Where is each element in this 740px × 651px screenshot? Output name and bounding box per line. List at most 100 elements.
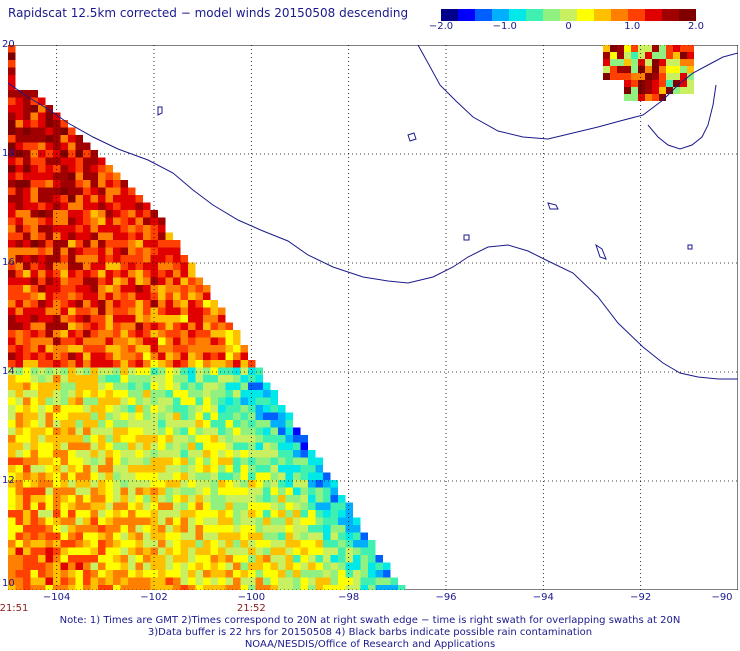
coastline-yucatan <box>647 84 717 150</box>
swath-cell <box>398 585 406 590</box>
swath-cell <box>150 405 158 413</box>
swath-cell <box>23 315 31 323</box>
swath-cell <box>105 390 113 398</box>
swath-cell <box>278 525 286 533</box>
swath-cell <box>105 420 113 428</box>
swath-cell <box>68 292 76 300</box>
swath-cell <box>30 255 38 263</box>
swath-cell <box>323 540 331 548</box>
swath-cell <box>210 450 218 458</box>
swath-cell <box>45 382 53 390</box>
swath-cell <box>135 442 143 450</box>
swath-cell <box>195 390 203 398</box>
swath-cell <box>631 59 638 66</box>
swath-cell <box>30 90 38 98</box>
swath-cell <box>638 52 645 59</box>
swath-cell <box>113 420 121 428</box>
swath-cell <box>75 412 83 420</box>
swath-cell <box>53 315 61 323</box>
swath-cell <box>68 195 76 203</box>
swath-cell <box>105 232 113 240</box>
swath-cell <box>8 75 16 83</box>
swath-cell <box>255 532 263 540</box>
swath-cell <box>195 330 203 338</box>
swath-cell <box>15 547 23 555</box>
swath-cell <box>225 382 233 390</box>
swath-cell <box>308 517 316 525</box>
swath-cell <box>315 495 323 503</box>
swath-cell <box>23 525 31 533</box>
swath-cell <box>255 457 263 465</box>
swath-cell <box>120 360 128 368</box>
swath-cell <box>233 442 241 450</box>
swath-cell <box>188 442 196 450</box>
swath-cell <box>173 255 181 263</box>
swath-cell <box>120 480 128 488</box>
swath-cell <box>120 210 128 218</box>
swath-cell <box>120 585 128 590</box>
swath-cell <box>270 540 278 548</box>
swath-cell <box>60 262 68 270</box>
swath-cell <box>158 225 166 233</box>
swath-cell <box>218 517 226 525</box>
swath-cell <box>53 480 61 488</box>
swath-cell <box>68 225 76 233</box>
swath-cell <box>203 472 211 480</box>
swath-cell <box>218 510 226 518</box>
swath-cell <box>68 502 76 510</box>
swath-cell <box>390 585 398 590</box>
swath-cell <box>143 262 151 270</box>
swath-cell <box>300 570 308 578</box>
swath-cell <box>210 570 218 578</box>
swath-cell <box>210 330 218 338</box>
swath-cell <box>15 322 23 330</box>
swath-cell <box>218 345 226 353</box>
swath-cell <box>113 322 121 330</box>
swath-cell <box>368 562 376 570</box>
swath-cell <box>345 510 353 518</box>
swath-cell <box>143 457 151 465</box>
longitude-label: −90 <box>711 592 733 603</box>
swath-cell <box>240 562 248 570</box>
swath-cell <box>165 442 173 450</box>
swath-cell <box>240 480 248 488</box>
swath-cell <box>23 105 31 113</box>
swath-cell <box>98 180 106 188</box>
swath-cell <box>240 465 248 473</box>
swath-cell <box>83 330 91 338</box>
swath-cell <box>270 457 278 465</box>
swath-cell <box>83 225 91 233</box>
swath-cell <box>15 412 23 420</box>
swath-cell <box>165 232 173 240</box>
swath-cell <box>45 457 53 465</box>
swath-cell <box>105 240 113 248</box>
swath-cell <box>218 397 226 405</box>
swath-cell <box>68 427 76 435</box>
swath-cell <box>75 390 83 398</box>
swath-cell <box>135 525 143 533</box>
swath-cell <box>113 345 121 353</box>
swath-cell <box>53 195 61 203</box>
swath-cell <box>150 232 158 240</box>
swath-cell <box>98 495 106 503</box>
swath-cell <box>285 555 293 563</box>
swath-cell <box>105 555 113 563</box>
swath-cell <box>285 457 293 465</box>
swath-cell <box>300 480 308 488</box>
swath-cell <box>263 382 271 390</box>
swath-cell <box>624 94 631 101</box>
swath-cell <box>315 547 323 555</box>
swath-cell <box>120 555 128 563</box>
swath-cell <box>293 540 301 548</box>
swath-cell <box>353 577 361 585</box>
swath-cell <box>240 487 248 495</box>
swath-cell <box>83 322 91 330</box>
swath-cell <box>15 210 23 218</box>
swath-cell <box>45 285 53 293</box>
swath-cell <box>135 330 143 338</box>
swath-cell <box>645 73 652 80</box>
swath-cell <box>8 240 16 248</box>
swath-cell <box>128 277 136 285</box>
swath-cell <box>135 322 143 330</box>
swath-cell <box>150 495 158 503</box>
